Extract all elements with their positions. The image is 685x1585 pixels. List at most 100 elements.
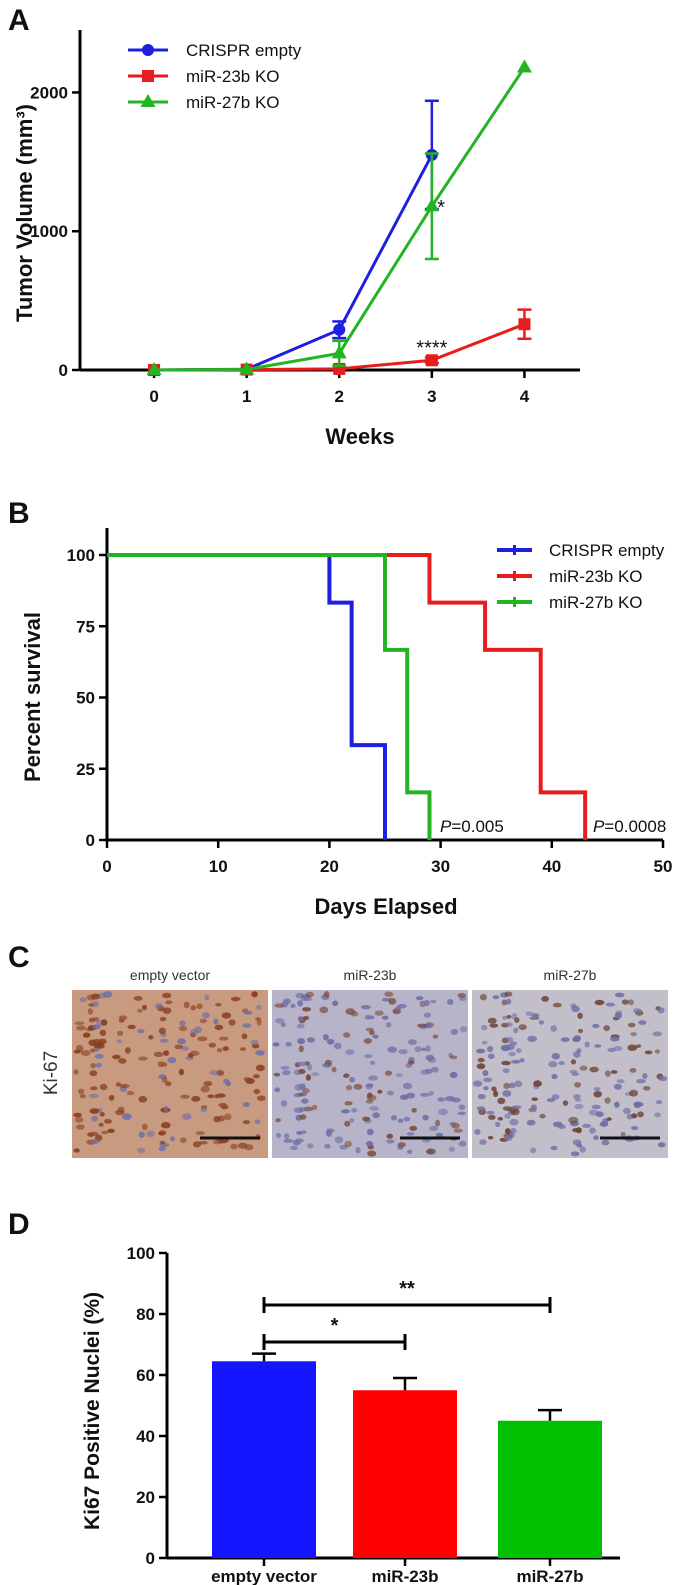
- nucleus: [366, 1128, 374, 1136]
- nucleus: [99, 1083, 108, 1091]
- x-tick-label: empty vector: [211, 1567, 317, 1585]
- nucleus: [420, 1092, 430, 1097]
- nucleus: [99, 1029, 107, 1037]
- nucleus: [610, 1070, 618, 1074]
- nucleus: [107, 1128, 115, 1133]
- micrograph-label: empty vector: [130, 967, 210, 983]
- x-tick-label: 4: [520, 387, 530, 406]
- nucleus: [218, 1102, 227, 1107]
- nucleus: [382, 1015, 389, 1020]
- annotations: *****: [416, 197, 447, 359]
- series-group: [107, 553, 588, 840]
- nucleus: [629, 1067, 637, 1073]
- nucleus: [573, 1094, 581, 1099]
- nucleus: [578, 1028, 583, 1034]
- nucleus: [138, 1096, 148, 1103]
- nucleus: [297, 1000, 304, 1007]
- nucleus: [480, 1024, 488, 1031]
- nucleus: [73, 1148, 80, 1153]
- nucleus: [115, 1082, 122, 1087]
- nucleus: [92, 1024, 101, 1030]
- nucleus: [568, 1116, 579, 1124]
- nucleus: [574, 1082, 582, 1088]
- nucleus: [569, 1069, 578, 1074]
- nucleus: [366, 1083, 374, 1088]
- nucleus: [576, 1143, 583, 1148]
- nucleus: [116, 1039, 123, 1044]
- nucleus: [89, 1070, 98, 1077]
- nucleus: [89, 1048, 96, 1053]
- nucleus: [345, 1049, 355, 1055]
- nucleus: [194, 1026, 202, 1033]
- nucleus: [604, 1070, 611, 1077]
- nucleus: [255, 1050, 265, 1056]
- nucleus: [98, 1122, 104, 1127]
- nucleus: [192, 1141, 202, 1148]
- nucleus: [89, 1108, 100, 1114]
- nucleus: [298, 1083, 306, 1090]
- nucleus: [477, 1057, 485, 1063]
- data-point: [518, 318, 531, 331]
- legend-label: miR-27b KO: [186, 93, 280, 112]
- x-tick-label: 0: [149, 387, 158, 406]
- y-tick-label: 80: [136, 1305, 155, 1324]
- nucleus: [368, 1015, 375, 1020]
- nucleus: [311, 1072, 320, 1077]
- nucleus: [327, 1038, 335, 1045]
- nucleus: [280, 1022, 286, 1028]
- x-tick-label: 1: [242, 387, 251, 406]
- nucleus: [432, 1034, 439, 1039]
- nucleus: [657, 1007, 665, 1014]
- nucleus: [415, 996, 424, 1001]
- nucleus: [643, 1086, 651, 1091]
- nucleus: [142, 1123, 148, 1131]
- nucleus: [209, 1070, 220, 1076]
- micrograph-1: [72, 990, 268, 1158]
- nucleus: [400, 1094, 409, 1100]
- nucleus: [504, 1128, 511, 1135]
- nucleus: [120, 1083, 130, 1089]
- nucleus: [217, 1138, 227, 1144]
- nucleus: [214, 1024, 224, 1031]
- nucleus: [75, 1045, 84, 1052]
- nucleus: [82, 1032, 91, 1038]
- nucleus: [242, 1023, 252, 1028]
- micrograph-background: [72, 990, 268, 1158]
- nucleus: [601, 1139, 610, 1146]
- nucleus: [178, 1068, 184, 1076]
- nucleus: [254, 1119, 261, 1125]
- nucleus: [296, 1023, 305, 1029]
- nucleus: [574, 1098, 582, 1102]
- nucleus: [326, 1128, 335, 1133]
- nucleus: [255, 1017, 262, 1021]
- nucleus: [179, 1137, 187, 1143]
- significance-mark: *: [331, 1315, 339, 1337]
- nucleus: [493, 1090, 499, 1098]
- nucleus: [518, 1024, 527, 1031]
- nucleus: [477, 1094, 486, 1100]
- nucleus: [486, 1110, 495, 1115]
- significance-mark: *: [437, 197, 445, 219]
- y-tick-label: 2000: [30, 83, 68, 102]
- nucleus: [79, 1094, 86, 1099]
- nucleus: [241, 1033, 248, 1040]
- nucleus: [344, 1101, 353, 1106]
- survival-curve: [107, 553, 387, 840]
- legend-marker: [142, 70, 154, 82]
- nucleus: [349, 1076, 356, 1083]
- nucleus: [571, 1005, 580, 1013]
- nucleus: [283, 998, 291, 1005]
- nucleus: [177, 1038, 187, 1045]
- nucleus: [323, 991, 330, 998]
- nucleus: [244, 1010, 253, 1015]
- nucleus: [497, 1097, 506, 1105]
- nucleus: [197, 1036, 208, 1042]
- nucleus: [178, 1025, 188, 1032]
- data-point: [425, 354, 438, 367]
- nucleus: [397, 1118, 404, 1123]
- nucleus: [217, 1115, 225, 1122]
- nucleus: [334, 1042, 342, 1050]
- nucleus: [407, 1060, 415, 1065]
- nucleus: [407, 1039, 417, 1045]
- nucleus: [372, 1034, 379, 1039]
